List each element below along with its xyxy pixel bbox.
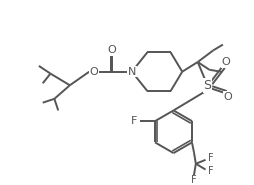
Text: F: F — [207, 153, 212, 163]
Text: O: O — [220, 57, 229, 67]
Text: F: F — [207, 166, 212, 176]
Text: F: F — [190, 175, 196, 185]
Text: N: N — [127, 67, 136, 77]
Text: S: S — [203, 79, 211, 92]
Text: O: O — [89, 67, 98, 77]
Text: O: O — [107, 45, 115, 55]
Text: O: O — [223, 92, 231, 102]
Text: F: F — [130, 116, 136, 126]
